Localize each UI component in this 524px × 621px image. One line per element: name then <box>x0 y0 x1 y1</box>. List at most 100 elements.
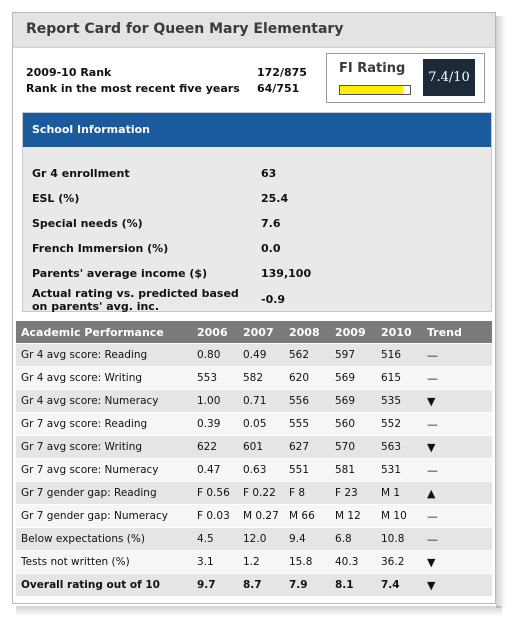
row-label: Gr 4 avg score: Numeracy <box>16 389 192 413</box>
table-cell: 0.71 <box>238 389 284 413</box>
fi-rating-label: FI Rating <box>339 61 406 76</box>
trend-icon: — <box>422 366 492 390</box>
table-row: Gr 7 avg score: Writing 622 601 627 570 563 ▼ <box>16 435 492 459</box>
table-cell: 7.9 <box>284 573 330 596</box>
si-label-special-needs: Special needs (%) <box>32 217 143 230</box>
rank-value-current: 172/875 <box>257 66 307 79</box>
table-cell: 1.2 <box>238 550 284 574</box>
row-label: Below expectations (%) <box>16 527 192 551</box>
table-cell: M 10 <box>376 504 422 528</box>
table-cell: F 0.56 <box>192 481 238 505</box>
table-cell: 4.5 <box>192 527 238 551</box>
card-shadow-right <box>496 16 506 608</box>
fi-rating-bar-fill <box>340 86 403 94</box>
table-cell: M 12 <box>330 504 376 528</box>
si-label-parents-income: Parents' average income ($) <box>32 267 208 280</box>
table-cell: 516 <box>376 343 422 367</box>
table-cell: F 0.22 <box>238 481 284 505</box>
trend-icon: — <box>422 412 492 436</box>
table-cell: 15.8 <box>284 550 330 574</box>
table-cell: 555 <box>284 412 330 436</box>
page-title: Report Card for Queen Mary Elementary <box>26 21 344 37</box>
table-cell: M 66 <box>284 504 330 528</box>
table-header-row: Academic Performance 2006 2007 2008 2009… <box>16 321 492 344</box>
trend-icon: ▼ <box>422 573 492 596</box>
table-cell: 0.63 <box>238 458 284 482</box>
table-row: Gr 7 avg score: Reading 0.39 0.05 555 560 552… <box>16 412 492 436</box>
table-cell: 8.1 <box>330 573 376 596</box>
row-label: Gr 7 gender gap: Reading <box>16 481 192 505</box>
table-cell: 562 <box>284 343 330 367</box>
si-label-esl: ESL (%) <box>32 192 80 205</box>
table-cell: 620 <box>284 366 330 390</box>
column-header: 2010 <box>376 321 422 344</box>
column-header: 2008 <box>284 321 330 344</box>
table-cell: 6.8 <box>330 527 376 551</box>
trend-icon: ▼ <box>422 550 492 574</box>
row-label: Gr 4 avg score: Reading <box>16 343 192 367</box>
si-value-french-immersion: 0.0 <box>261 242 281 255</box>
table-cell: 9.7 <box>192 573 238 596</box>
table-row: Gr 4 avg score: Numeracy 1.00 0.71 556 569 53… <box>16 389 492 413</box>
table-cell: 40.3 <box>330 550 376 574</box>
table-cell: 615 <box>376 366 422 390</box>
table-cell: 0.39 <box>192 412 238 436</box>
table-row: Gr 7 gender gap: Numeracy F 0.03 M 0.27 M 6… <box>16 504 492 528</box>
table-cell: 569 <box>330 366 376 390</box>
rank-label-five-year: Rank in the most recent five years <box>26 82 240 95</box>
trend-icon: ▲ <box>422 481 492 505</box>
row-label: Tests not written (%) <box>16 550 192 574</box>
table-row: Below expectations (%) 4.5 12.0 9.4 6.8 10.8— <box>16 527 492 551</box>
table-cell: 535 <box>376 389 422 413</box>
si-label-french-immersion: French Immersion (%) <box>32 242 169 255</box>
table-cell: 627 <box>284 435 330 459</box>
table-cell: 0.49 <box>238 343 284 367</box>
trend-icon: — <box>422 527 492 551</box>
si-value-enrollment: 63 <box>261 167 277 180</box>
table-cell: 569 <box>330 389 376 413</box>
academic-performance-table: Academic Performance 2006 2007 2008 2009… <box>16 321 492 596</box>
card-shadow-bottom <box>16 606 502 616</box>
table-cell: 0.80 <box>192 343 238 367</box>
table-cell: 556 <box>284 389 330 413</box>
table-cell: F 0.03 <box>192 504 238 528</box>
table-cell: 0.05 <box>238 412 284 436</box>
table-cell: 551 <box>284 458 330 482</box>
si-label-actual-vs-predicted: Actual rating vs. predicted based on par… <box>32 287 239 313</box>
table-cell: 563 <box>376 435 422 459</box>
table-cell: 8.7 <box>238 573 284 596</box>
table-row: Gr 4 avg score: Reading 0.80 0.49 562 597 516… <box>16 343 492 367</box>
report-card: Report Card for Queen Mary Elementary 20… <box>12 12 496 604</box>
trend-icon: ▼ <box>422 435 492 459</box>
table-cell: 0.47 <box>192 458 238 482</box>
fi-rating-box: FI Rating 7.4/10 <box>326 53 485 103</box>
si-label-enrollment: Gr 4 enrollment <box>32 167 130 180</box>
rank-value-five-year: 64/751 <box>257 82 300 95</box>
column-header: 2009 <box>330 321 376 344</box>
table-cell: F 8 <box>284 481 330 505</box>
trend-icon: — <box>422 458 492 482</box>
trend-icon: — <box>422 504 492 528</box>
rank-label-current: 2009-10 Rank <box>26 66 112 79</box>
table-cell: M 0.27 <box>238 504 284 528</box>
row-label: Gr 4 avg score: Writing <box>16 366 192 390</box>
table-cell: 552 <box>376 412 422 436</box>
column-header: 2006 <box>192 321 238 344</box>
si-value-parents-income: 139,100 <box>261 267 312 280</box>
trend-icon: — <box>422 343 492 367</box>
table-cell: F 23 <box>330 481 376 505</box>
table-cell: 581 <box>330 458 376 482</box>
school-information-title: School Information <box>32 123 150 136</box>
table-cell: 36.2 <box>376 550 422 574</box>
trend-icon: ▼ <box>422 389 492 413</box>
table-cell: 622 <box>192 435 238 459</box>
si-value-esl: 25.4 <box>261 192 289 205</box>
row-label: Gr 7 avg score: Reading <box>16 412 192 436</box>
table-cell: 1.00 <box>192 389 238 413</box>
school-information-panel: School Information Gr 4 enrollment 63 ES… <box>22 112 492 313</box>
row-label: Overall rating out of 10 <box>16 573 192 596</box>
table-cell: 531 <box>376 458 422 482</box>
table-cell: 582 <box>238 366 284 390</box>
table-row: Gr 7 avg score: Numeracy 0.47 0.63 551 581 53… <box>16 458 492 482</box>
